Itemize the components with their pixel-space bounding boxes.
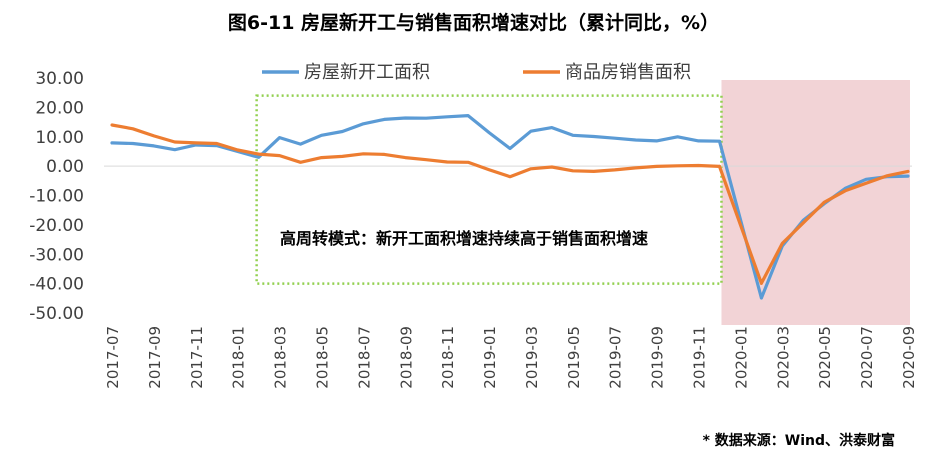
x-tick-label: 2018-01 <box>230 326 248 389</box>
y-tick-label: -50.00 <box>29 304 84 324</box>
y-tick-label: -30.00 <box>29 245 84 265</box>
x-tick-label: 2018-07 <box>355 326 373 389</box>
x-tick-label: 2019-09 <box>649 326 667 389</box>
x-tick-label: 2019-01 <box>481 326 499 389</box>
x-tick-label: 2017-09 <box>146 326 164 389</box>
x-tick-label: 2019-05 <box>565 326 583 389</box>
background-layer: 高周转模式：新开工面积增速持续高于销售面积增速 <box>255 80 910 325</box>
x-tick-label: 2017-11 <box>188 326 206 389</box>
y-tick-label: 30.00 <box>35 69 84 89</box>
y-tick-label: 10.00 <box>35 128 84 148</box>
x-tick-label: 2019-11 <box>691 326 709 389</box>
annotation-text: 高周转模式：新开工面积增速持续高于销售面积增速 <box>280 229 648 248</box>
x-tick-label: 2020-01 <box>732 326 750 389</box>
x-tick-label: 2020-03 <box>774 326 792 389</box>
x-tick-label: 2018-03 <box>272 326 290 389</box>
series-line-2 <box>110 123 910 285</box>
source-note: * 数据来源：Wind、洪泰财富 <box>702 433 895 449</box>
highlight-region <box>721 80 910 325</box>
y-tick-label: -20.00 <box>29 216 84 236</box>
x-tick-label: 2018-05 <box>313 326 331 389</box>
y-tick-label: 0.00 <box>46 157 84 177</box>
series-layer <box>110 114 910 300</box>
legend-label-1: 房屋新开工面积 <box>304 62 430 83</box>
annotation-box <box>255 94 723 285</box>
x-tick-label: 2018-11 <box>439 326 457 389</box>
legend: 房屋新开工面积 商品房销售面积 <box>262 62 691 83</box>
y-tick-label: 20.00 <box>35 98 84 118</box>
x-tick-label: 2020-05 <box>816 326 834 389</box>
y-tick-label: -10.00 <box>29 187 84 207</box>
legend-label-2: 商品房销售面积 <box>565 62 691 83</box>
x-tick-label: 2020-09 <box>900 326 918 389</box>
axis-layer: 30.00 20.00 10.00 0.00 -10.00 -20.00 -30.00 -40… <box>29 69 918 389</box>
chart-title: 图6-11 房屋新开工与销售面积增速对比（累计同比，%） <box>227 12 720 34</box>
y-tick-label: -40.00 <box>29 275 84 295</box>
x-tick-label: 2017-07 <box>104 326 122 389</box>
x-tick-label: 2019-03 <box>523 326 541 389</box>
x-tick-label: 2018-09 <box>397 326 415 389</box>
x-tick-label: 2019-07 <box>607 326 625 389</box>
x-tick-label: 2020-07 <box>858 326 876 389</box>
